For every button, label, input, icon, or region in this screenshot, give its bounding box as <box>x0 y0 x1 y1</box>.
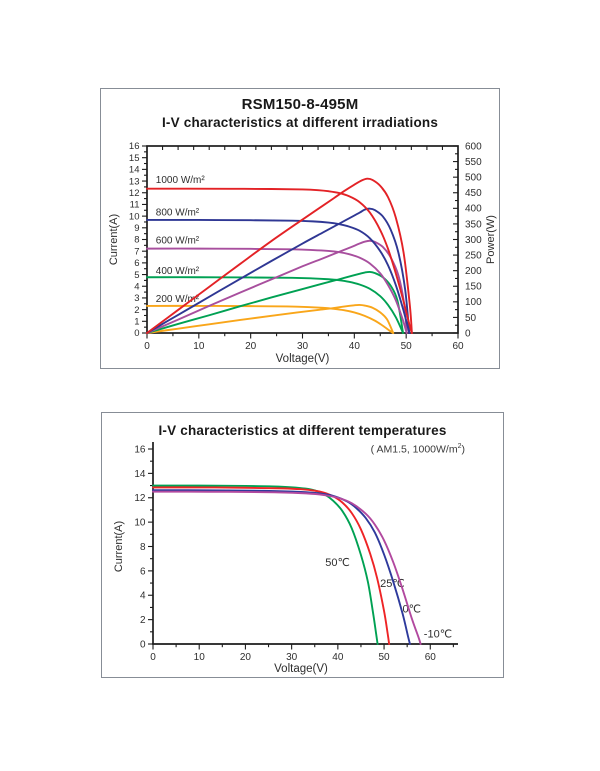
iv-curve-25 <box>152 486 391 645</box>
power-tick-label: 300 <box>465 235 482 246</box>
x-tick-label: 0 <box>150 652 156 663</box>
irradiation-chart: 0 10 20 30 40 50 60012345678910111213141516050… <box>108 141 497 365</box>
series-label-400-w-m: 400 W/m² <box>156 266 200 277</box>
superscript-two: 2 <box>457 443 462 450</box>
series-label-800-w-m: 800 W/m² <box>156 208 200 219</box>
power-curve-200-w-m <box>146 303 395 334</box>
power-tick-label: 150 <box>465 282 482 293</box>
temperature-chart: 0 10 20 30 40 50 60 0 2 4 6 8 10 12 14 16 Voltage(V) Curr… <box>113 442 458 675</box>
iv-curve-50 <box>152 484 379 645</box>
current-tick-label: 3 <box>134 293 139 304</box>
current-tick-label: 0 <box>134 328 139 339</box>
current-tick-label: 14 <box>134 469 146 480</box>
x-tick-label: 10 <box>193 341 205 352</box>
temperature-label-10: -10℃ <box>424 628 452 640</box>
current-tick-label: 12 <box>129 188 140 199</box>
series-label-600-w-m: 600 W/m² <box>156 236 200 247</box>
power-tick-label: 550 <box>465 157 482 168</box>
test-conditions-text: ( AM1.5, 1000W/m <box>370 443 458 456</box>
power-curve-1000-w-m <box>146 177 413 334</box>
current-tick-label: 2 <box>140 615 146 626</box>
x-axis-title: Voltage(V) <box>274 663 328 675</box>
current-tick-label: 4 <box>140 591 146 602</box>
temperature-chart-panel: I-V characteristics at different tempera… <box>101 412 504 678</box>
series-label-1000-w-m: 1000 W/m² <box>156 175 206 186</box>
power-tick-label: 500 <box>465 173 482 184</box>
y-right-axis-title: Power(W) <box>485 215 497 264</box>
current-tick-label: 2 <box>134 305 139 316</box>
current-tick-label: 16 <box>129 141 140 152</box>
power-tick-label: 250 <box>465 250 482 261</box>
power-tick-label: 600 <box>465 141 482 152</box>
y-axis-title: Current(A) <box>113 521 125 572</box>
iv-curve-800-w-m <box>146 219 411 334</box>
current-tick-label: 16 <box>134 444 146 455</box>
x-tick-label: 30 <box>286 652 298 663</box>
x-tick-label: 40 <box>332 652 344 663</box>
current-tick-label: 9 <box>134 223 139 234</box>
current-tick-label: 5 <box>134 270 139 281</box>
x-tick-label: 40 <box>349 341 361 352</box>
power-tick-label: 400 <box>465 204 482 215</box>
power-curve-800-w-m <box>146 207 411 334</box>
current-tick-label: 14 <box>129 165 140 176</box>
current-tick-label: 13 <box>129 176 140 187</box>
current-tick-label: 7 <box>134 246 139 257</box>
iv-curve-200-w-m <box>146 304 395 334</box>
x-tick-label: 10 <box>194 652 206 663</box>
irradiation-chart-title: I-V characteristics at different irradia… <box>161 115 439 130</box>
temperature-label-50: 50℃ <box>325 557 350 569</box>
current-tick-label: 12 <box>134 493 146 504</box>
power-tick-label: 100 <box>465 297 482 308</box>
x-tick-label: 50 <box>378 652 390 663</box>
module-model-title: RSM150-8-495M <box>241 96 359 113</box>
power-tick-label: 200 <box>465 266 482 277</box>
irradiation-chart-panel: RSM150-8-495M I-V characteristics at dif… <box>100 88 500 369</box>
x-axis-title: Voltage(V) <box>276 353 330 365</box>
test-conditions-close: ) <box>461 443 466 456</box>
x-tick-label: 50 <box>401 341 413 352</box>
current-tick-label: 8 <box>140 542 146 553</box>
series-label-200-w-m: 200 W/m² <box>156 294 200 305</box>
iv-curve-600-w-m <box>146 247 408 334</box>
x-tick-label: 30 <box>297 341 309 352</box>
temperature-label-0: 0℃ <box>403 604 421 616</box>
current-tick-label: 15 <box>129 153 140 164</box>
current-tick-label: 10 <box>134 518 146 529</box>
power-tick-label: 350 <box>465 219 482 230</box>
power-tick-label: 0 <box>465 328 471 339</box>
iv-curve-1000-w-m <box>146 187 413 334</box>
x-tick-label: 20 <box>245 341 257 352</box>
iv-curve-400-w-m <box>146 276 405 334</box>
current-tick-label: 6 <box>134 258 139 269</box>
power-tick-label: 50 <box>465 313 477 324</box>
temperature-chart-title: I-V characteristics at different tempera… <box>158 423 447 438</box>
current-tick-label: 11 <box>130 200 140 211</box>
iv-curve-0 <box>152 489 411 645</box>
power-tick-label: 450 <box>465 188 482 199</box>
current-tick-label: 8 <box>134 235 139 246</box>
temperature-label-25: 25℃ <box>380 578 405 590</box>
x-tick-label: 60 <box>452 341 464 352</box>
x-tick-label: 20 <box>240 652 252 663</box>
x-tick-label: 60 <box>425 652 437 663</box>
current-tick-label: 1 <box>134 317 139 328</box>
y-left-axis-title: Current(A) <box>108 214 120 265</box>
current-tick-label: 6 <box>140 566 146 577</box>
test-conditions-label: ( AM1.5, 1000W/m2) <box>371 443 465 456</box>
current-tick-label: 4 <box>134 281 139 292</box>
x-tick-label: 0 <box>144 341 150 352</box>
current-tick-label: 10 <box>129 211 140 222</box>
iv-curve-10 <box>152 490 422 645</box>
current-tick-label: 0 <box>140 639 146 650</box>
